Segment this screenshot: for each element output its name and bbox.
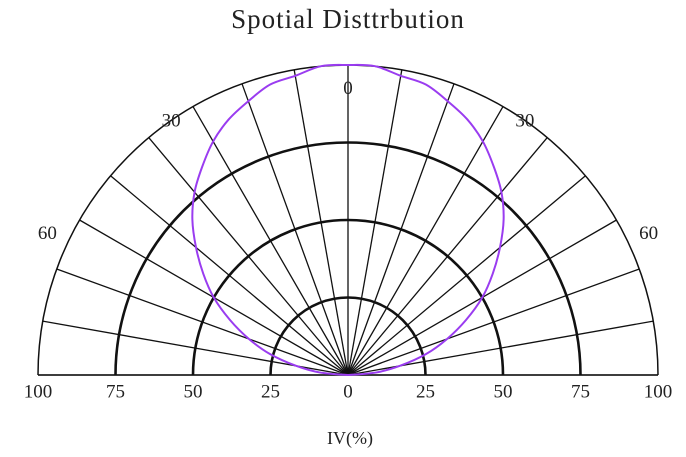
x-tick-label: 100 — [644, 381, 673, 402]
theta-tick-label: 60 — [639, 223, 658, 244]
ring — [269, 296, 427, 376]
axis-label: IV(%) — [327, 428, 373, 449]
x-tick-label: 100 — [24, 381, 53, 402]
x-tick-label: 50 — [494, 381, 513, 402]
x-tick-label: 0 — [343, 381, 353, 402]
theta-tick-label: 30 — [162, 111, 181, 132]
theta-tick-label: 30 — [515, 111, 534, 132]
ring — [191, 218, 505, 376]
theta-tick-label: 60 — [38, 223, 57, 244]
chart-title: Spotial Disttrbution — [231, 4, 465, 34]
ring — [114, 141, 582, 376]
series-line — [191, 63, 505, 376]
x-tick-label: 25 — [416, 381, 435, 402]
x-tick-label: 75 — [106, 381, 125, 402]
theta-tick-label: 0 — [343, 78, 353, 99]
x-tick-label: 75 — [571, 381, 590, 402]
x-tick-label: 25 — [261, 381, 280, 402]
x-tick-label: 50 — [184, 381, 203, 402]
